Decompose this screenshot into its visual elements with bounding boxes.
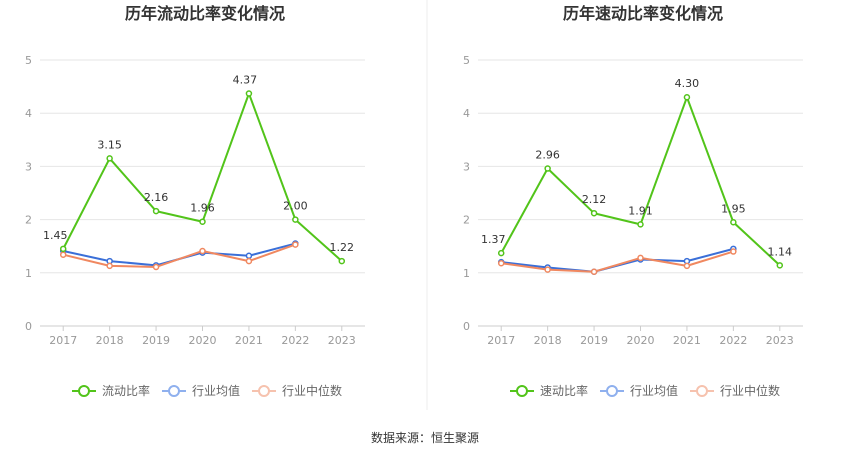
legend-label: 速动比率 bbox=[540, 383, 588, 398]
legend-item[interactable]: 行业中位数 bbox=[252, 383, 342, 398]
data-label: 1.95 bbox=[721, 202, 746, 215]
series-line bbox=[62, 243, 296, 268]
legend-label: 流动比率 bbox=[102, 383, 150, 398]
data-label: 1.22 bbox=[330, 241, 355, 254]
x-tick-label: 2023 bbox=[766, 334, 794, 347]
data-point bbox=[199, 218, 206, 225]
data-point bbox=[152, 207, 160, 215]
legend-item[interactable]: 行业中位数 bbox=[690, 383, 780, 398]
data-label: 1.96 bbox=[190, 202, 215, 215]
data-point bbox=[683, 262, 691, 270]
legend-label: 行业中位数 bbox=[282, 383, 342, 398]
data-label: 1.14 bbox=[768, 245, 793, 258]
data-label: 1.45 bbox=[43, 229, 68, 242]
y-tick-label: 0 bbox=[25, 320, 32, 333]
y-tick-label: 4 bbox=[25, 107, 32, 120]
chart-title: 历年速动比率变化情况 bbox=[563, 4, 723, 23]
data-point bbox=[292, 216, 299, 223]
data-label: 4.37 bbox=[233, 74, 258, 87]
data-point bbox=[245, 252, 253, 260]
data-point bbox=[590, 209, 598, 217]
data-point bbox=[497, 259, 505, 267]
source-text: 数据来源：恒生聚源 bbox=[371, 430, 479, 445]
x-tick-label: 2021 bbox=[235, 334, 263, 347]
data-point bbox=[590, 268, 598, 275]
legend-item[interactable]: 行业均值 bbox=[600, 383, 678, 398]
x-tick-label: 2020 bbox=[627, 334, 655, 347]
x-tick-label: 2018 bbox=[96, 334, 124, 347]
data-label: 2.96 bbox=[535, 149, 560, 162]
data-point bbox=[245, 90, 253, 97]
data-point bbox=[730, 219, 737, 226]
y-tick-label: 1 bbox=[25, 267, 32, 280]
legend-label: 行业均值 bbox=[192, 383, 240, 398]
data-point bbox=[544, 165, 551, 172]
legend-item[interactable]: 流动比率 bbox=[72, 383, 150, 398]
legend-marker-icon bbox=[696, 385, 708, 397]
legend-item[interactable]: 速动比率 bbox=[510, 383, 588, 398]
y-tick-label: 3 bbox=[463, 160, 470, 173]
x-tick-label: 2019 bbox=[142, 334, 170, 347]
legend-marker-icon bbox=[606, 385, 618, 397]
y-tick-label: 5 bbox=[25, 54, 32, 67]
data-label: 2.12 bbox=[582, 193, 607, 206]
data-label: 1.37 bbox=[481, 233, 506, 246]
data-point bbox=[59, 251, 67, 258]
x-tick-label: 2022 bbox=[281, 334, 309, 347]
x-tick-label: 2017 bbox=[487, 334, 515, 347]
data-point bbox=[199, 247, 206, 255]
y-tick-label: 2 bbox=[25, 214, 32, 227]
y-tick-label: 1 bbox=[463, 267, 470, 280]
legend-marker-icon bbox=[78, 385, 90, 397]
data-point bbox=[106, 262, 113, 270]
x-tick-label: 2022 bbox=[719, 334, 747, 347]
data-point bbox=[544, 266, 551, 273]
data-point bbox=[338, 257, 346, 265]
series-line bbox=[500, 96, 781, 267]
y-tick-label: 4 bbox=[463, 107, 470, 120]
series-line bbox=[501, 250, 734, 273]
data-point bbox=[245, 257, 253, 265]
legend-marker-icon bbox=[168, 385, 180, 397]
x-tick-label: 2018 bbox=[534, 334, 562, 347]
data-label: 1.91 bbox=[628, 204, 653, 217]
data-point bbox=[637, 221, 644, 228]
chart-panel-current-ratio: 历年流动比率变化情况 0 1 2 3 4 5 2017 2018 2019 2020 2021 2022… bbox=[25, 4, 365, 398]
x-tick-label: 2020 bbox=[189, 334, 217, 347]
x-tick-label: 2019 bbox=[580, 334, 608, 347]
data-point bbox=[59, 245, 67, 253]
chart-title: 历年流动比率变化情况 bbox=[125, 4, 285, 23]
data-point bbox=[152, 263, 160, 271]
chart-panel-quick-ratio: 历年速动比率变化情况 0 1 2 3 4 5 2017 2018 2019 2020 2021 2022… bbox=[463, 4, 803, 398]
data-point bbox=[106, 155, 113, 162]
data-label: 2.00 bbox=[283, 200, 308, 213]
y-tick-label: 0 bbox=[463, 320, 470, 333]
legend-marker-icon bbox=[258, 385, 270, 397]
legend-label: 行业中位数 bbox=[720, 383, 780, 398]
data-label: 4.30 bbox=[675, 77, 700, 90]
legend-marker-icon bbox=[516, 385, 528, 397]
legend-label: 行业均值 bbox=[630, 383, 678, 398]
data-label: 3.15 bbox=[97, 138, 122, 151]
x-tick-label: 2017 bbox=[49, 334, 77, 347]
y-tick-label: 2 bbox=[463, 214, 470, 227]
data-point bbox=[497, 249, 505, 257]
data-label: 2.16 bbox=[144, 191, 169, 204]
data-point bbox=[683, 93, 691, 101]
data-point bbox=[776, 262, 784, 269]
data-point bbox=[730, 248, 737, 255]
x-tick-label: 2023 bbox=[328, 334, 356, 347]
y-tick-label: 5 bbox=[463, 54, 470, 67]
legend-item[interactable]: 行业均值 bbox=[162, 383, 240, 398]
x-tick-label: 2021 bbox=[673, 334, 701, 347]
y-tick-label: 3 bbox=[25, 160, 32, 173]
series-line bbox=[62, 92, 343, 262]
data-point bbox=[292, 241, 299, 248]
data-point bbox=[637, 254, 644, 262]
